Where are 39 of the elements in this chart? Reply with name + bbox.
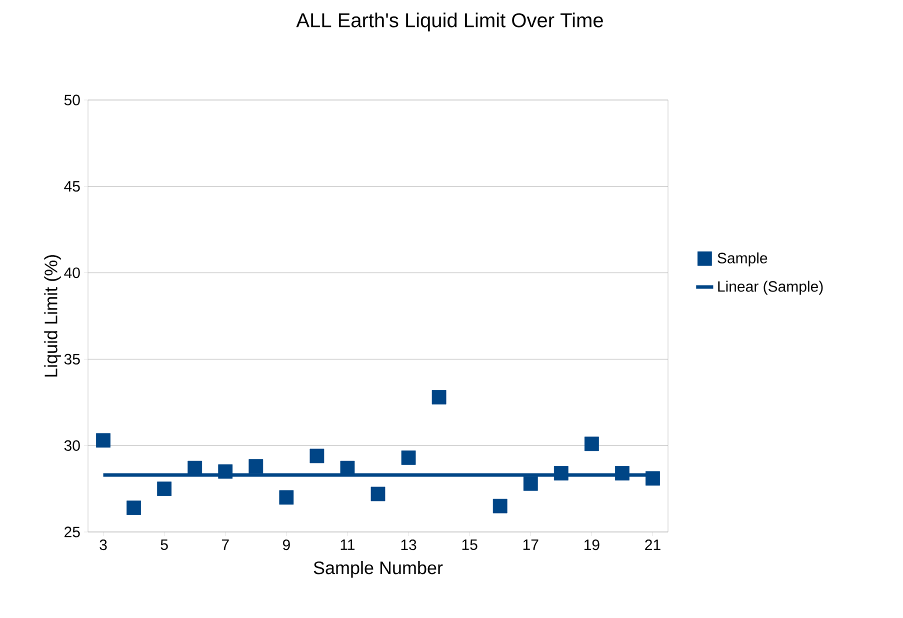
- point: [96, 433, 110, 448]
- point: [340, 460, 355, 476]
- point: [126, 500, 141, 515]
- point: [188, 460, 202, 476]
- y-tick-label: 25: [64, 526, 80, 538]
- legend-label: Linear (Sample): [718, 280, 823, 295]
- point: [492, 498, 508, 514]
- point: [584, 436, 599, 452]
- chart-title: ALL Earth's Liquid Limit Over Time: [296, 12, 603, 32]
- x-tick-label: 19: [584, 540, 600, 550]
- x-tick-label: 5: [160, 540, 168, 550]
- point: [279, 490, 294, 505]
- point: [554, 466, 568, 480]
- y-tick-label: 50: [64, 94, 80, 106]
- point: [218, 464, 233, 479]
- x-tick-label: 15: [462, 540, 478, 550]
- point: [370, 486, 386, 502]
- point: [646, 471, 660, 486]
- y-tick-label: 35: [64, 354, 80, 364]
- point: [523, 476, 538, 491]
- y-tick-label: 40: [64, 267, 80, 278]
- point: [432, 390, 446, 404]
- x-tick-label: 21: [645, 540, 660, 550]
- point: [615, 466, 630, 480]
- x-axis-title: Sample Number: [314, 561, 443, 578]
- point: [157, 482, 172, 496]
- x-tick-label: 13: [401, 540, 416, 550]
- point: [401, 450, 416, 465]
- point: [248, 459, 264, 474]
- x-tick-label: 9: [282, 540, 290, 550]
- x-tick-label: 17: [523, 540, 538, 550]
- y-tick-label: 30: [64, 440, 80, 451]
- point: [310, 448, 324, 464]
- x-tick-label: 3: [100, 540, 107, 550]
- legend-label: Sample: [718, 252, 768, 266]
- x-tick-label: 11: [340, 540, 355, 550]
- y-tick-label: 45: [64, 181, 80, 192]
- y-axis-title: Liquid Limit (%): [44, 255, 61, 377]
- x-tick-label: 7: [222, 540, 229, 550]
